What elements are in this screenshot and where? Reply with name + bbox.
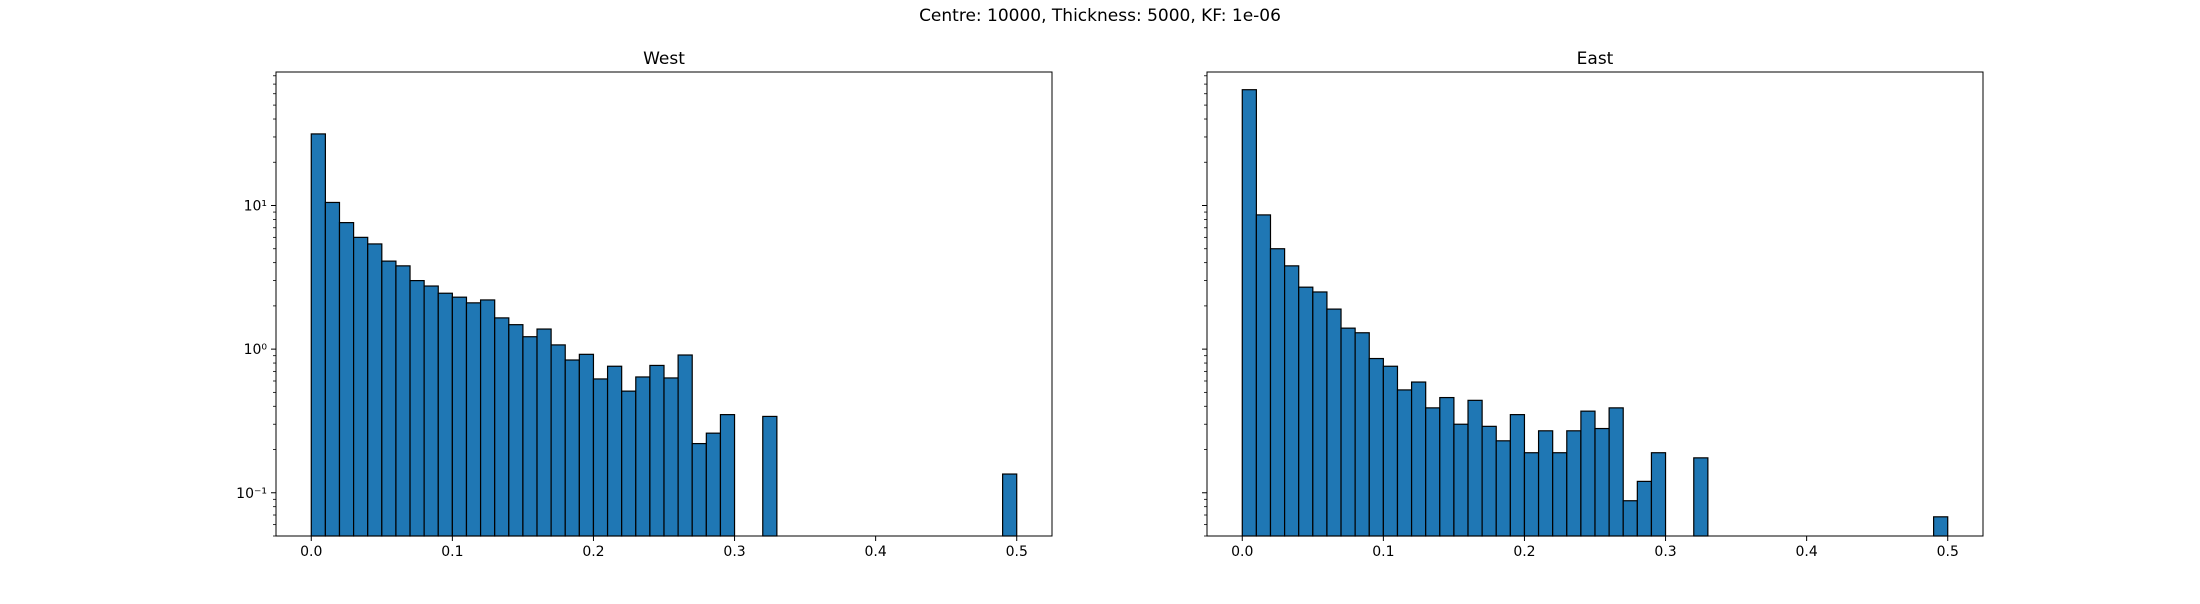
histogram-bar bbox=[381, 260, 397, 537]
x-tick-label: 0.3 bbox=[723, 544, 745, 560]
histogram-bar bbox=[649, 364, 665, 537]
histogram-bar bbox=[677, 354, 693, 537]
histogram-bar bbox=[494, 317, 510, 537]
histogram-bar bbox=[550, 344, 566, 537]
histogram-bar bbox=[1495, 440, 1511, 537]
x-tick-label: 0.4 bbox=[1796, 544, 1818, 560]
x-tick-label: 0.1 bbox=[441, 544, 463, 560]
histogram-bar bbox=[1481, 425, 1497, 537]
histogram-bar bbox=[592, 378, 609, 537]
histogram-bar bbox=[353, 236, 369, 537]
histogram-bar bbox=[705, 432, 722, 537]
figure-suptitle: Centre: 10000, Thickness: 5000, KF: 1e-0… bbox=[919, 6, 1281, 26]
histogram-bar bbox=[1453, 423, 1469, 537]
x-tick-label: 0.5 bbox=[1937, 544, 1959, 560]
histogram-bar bbox=[1509, 414, 1526, 537]
histogram-bar bbox=[451, 296, 468, 537]
histogram-bar bbox=[1002, 473, 1018, 537]
histogram-bar bbox=[409, 279, 425, 537]
histogram-bar bbox=[1636, 480, 1653, 537]
histogram-bar bbox=[1523, 452, 1540, 537]
histogram-bar bbox=[1622, 500, 1638, 537]
histogram-bar bbox=[508, 324, 524, 537]
histogram-bar bbox=[1608, 407, 1624, 537]
histogram-bar bbox=[1439, 396, 1455, 537]
x-tick-label: 0.0 bbox=[300, 544, 322, 560]
histogram-bar bbox=[1269, 248, 1286, 537]
histogram-bar bbox=[1241, 89, 1257, 537]
histogram-bar bbox=[437, 292, 453, 537]
histogram-bar bbox=[1933, 516, 1949, 537]
histogram-bar bbox=[663, 377, 679, 537]
histogram-bar bbox=[1650, 452, 1667, 537]
histogram-bar bbox=[1425, 407, 1441, 537]
x-tick-label: 0.3 bbox=[1654, 544, 1676, 560]
histogram-bar bbox=[338, 222, 355, 537]
histogram-bar bbox=[479, 299, 496, 537]
histogram-bar bbox=[1382, 365, 1399, 537]
histogram-bar bbox=[762, 415, 778, 537]
histogram-bar bbox=[606, 365, 623, 537]
y-tick-label: 10⁰ bbox=[244, 342, 268, 358]
histogram-bar bbox=[1693, 457, 1709, 537]
x-tick-label: 0.2 bbox=[1513, 544, 1535, 560]
x-tick-label: 0.1 bbox=[1372, 544, 1394, 560]
histogram-bar bbox=[1552, 452, 1568, 537]
x-tick-label: 0.5 bbox=[1006, 544, 1028, 560]
histogram-bar bbox=[691, 442, 707, 537]
histogram-bar bbox=[395, 265, 411, 537]
histogram-bar bbox=[465, 302, 482, 537]
axes-frame bbox=[275, 71, 1053, 537]
histogram-bar bbox=[1255, 214, 1272, 537]
histogram-bar bbox=[1298, 286, 1314, 537]
histogram-bar bbox=[324, 201, 341, 537]
histogram-bar bbox=[1368, 357, 1384, 537]
axes-frame bbox=[1206, 71, 1984, 537]
histogram-bar bbox=[578, 353, 595, 537]
histogram-bar bbox=[367, 243, 383, 537]
histogram-bar bbox=[1326, 308, 1342, 537]
histogram-bar bbox=[522, 336, 538, 537]
subplot-east: 0.0 0.1 0.2 0.3 0.4 0.5 East bbox=[1202, 49, 1984, 560]
histogram-bar bbox=[719, 414, 736, 537]
histogram-bar bbox=[1467, 399, 1483, 537]
histogram-bar bbox=[1566, 430, 1582, 537]
histogram-bar bbox=[621, 390, 637, 537]
y-tick-label: 10⁻¹ bbox=[236, 486, 267, 502]
histogram-bar bbox=[536, 328, 552, 537]
x-tick-label: 0.4 bbox=[865, 544, 887, 560]
histogram-bar bbox=[564, 359, 580, 537]
histogram-bar bbox=[1283, 265, 1300, 537]
x-tick-label: 0.0 bbox=[1231, 544, 1253, 560]
histogram-bar bbox=[635, 376, 651, 537]
subplot-west: 0.0 0.1 0.2 0.3 0.4 0.5 10⁻¹ 10⁰ 10¹ West bbox=[236, 49, 1053, 560]
subplot-title: West bbox=[643, 49, 685, 69]
histogram-bar bbox=[1396, 389, 1413, 537]
histogram-bar bbox=[423, 285, 439, 537]
histogram-bar bbox=[1537, 430, 1554, 537]
x-tick-label: 0.2 bbox=[582, 544, 604, 560]
y-tick-label: 10¹ bbox=[244, 198, 267, 214]
histogram-bar bbox=[310, 133, 326, 537]
histogram-bar bbox=[1594, 427, 1610, 537]
subplot-title: East bbox=[1577, 49, 1614, 69]
histogram-bar bbox=[1410, 381, 1427, 537]
histogram-bar bbox=[1312, 291, 1328, 537]
histogram-bar bbox=[1354, 332, 1370, 537]
histogram-bar bbox=[1580, 410, 1596, 537]
histogram-bar bbox=[1340, 327, 1356, 537]
